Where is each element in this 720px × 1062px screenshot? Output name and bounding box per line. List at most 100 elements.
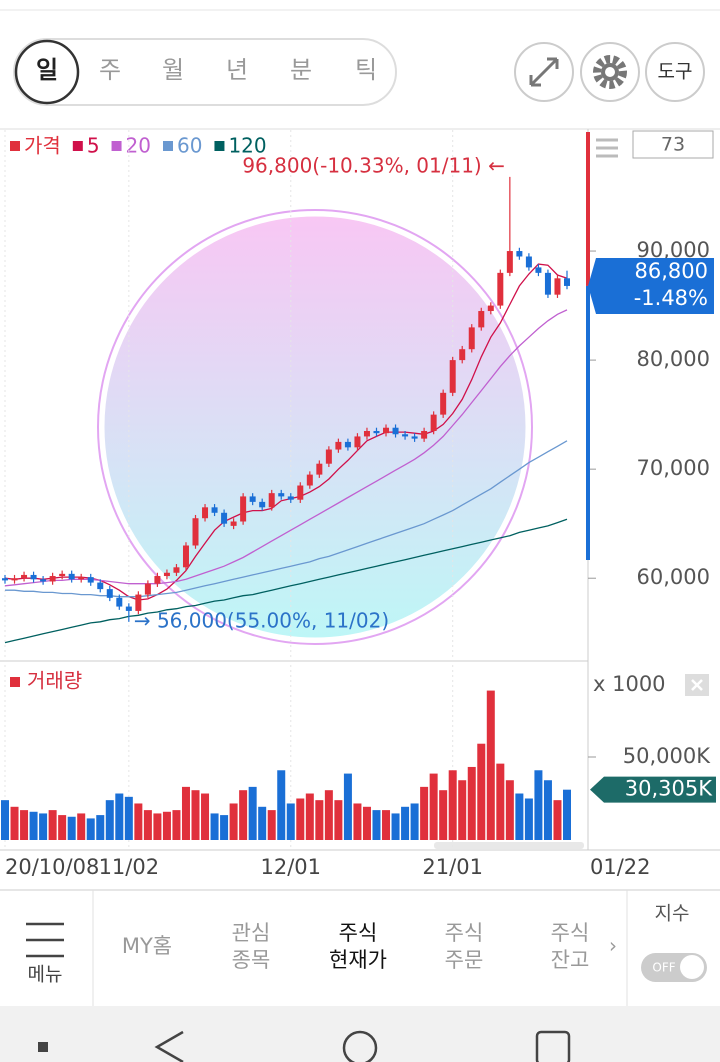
badge-label: 73 <box>661 134 685 156</box>
nav-item[interactable]: 관심 <box>232 921 271 945</box>
volume-bar <box>362 806 371 840</box>
candle-body <box>287 496 294 500</box>
candle-body <box>135 594 142 611</box>
moving-average <box>5 440 568 598</box>
volume-bar <box>334 800 343 840</box>
volume-bar <box>58 815 67 840</box>
volume-bar <box>48 810 57 840</box>
candle-body <box>221 512 228 524</box>
volume-bar <box>515 793 524 840</box>
y-tick-label: 70,000 <box>637 456 710 480</box>
candle-body <box>354 436 361 448</box>
moving-average <box>4 518 568 644</box>
nav-item[interactable]: 주식 <box>445 921 484 945</box>
back-key[interactable] <box>154 1030 184 1062</box>
candle-body <box>211 507 218 513</box>
period-tab[interactable]: 틱 <box>355 56 377 84</box>
gear-icon <box>593 55 627 89</box>
volume-bar <box>124 796 133 840</box>
candle-body <box>440 392 447 415</box>
nav-item[interactable]: 주식 <box>551 921 590 945</box>
volume-bar <box>10 806 19 840</box>
system-nav <box>0 1006 720 1062</box>
candle-body <box>30 574 37 580</box>
volume-bar <box>67 816 76 840</box>
volume-bar <box>134 803 143 840</box>
current-price-box <box>588 257 714 314</box>
candle-body <box>402 434 409 437</box>
candle-body <box>192 518 199 546</box>
nav-item: 종목 <box>232 948 271 972</box>
current-change: -1.48% <box>634 286 708 310</box>
candle-body <box>40 579 47 582</box>
legend-label: 120 <box>228 134 266 158</box>
nav-item: 주문 <box>445 948 484 972</box>
volume-bar <box>210 813 219 840</box>
legend-label: 5 <box>87 134 100 158</box>
volume-bar <box>86 818 95 840</box>
candle-body <box>516 251 523 257</box>
volume-bar <box>315 800 324 840</box>
volume-bar <box>29 811 38 840</box>
volume-bar <box>467 766 476 840</box>
candle-body <box>202 507 209 519</box>
nav-item: 잔고 <box>551 948 590 972</box>
nav-item: 현재가 <box>329 948 387 972</box>
candle-body <box>459 349 466 361</box>
volume-bar <box>543 780 552 840</box>
tool-label: 도구 <box>658 61 693 83</box>
apps-key[interactable] <box>535 1030 571 1062</box>
volume-bar <box>534 770 543 840</box>
candle-body <box>487 305 494 312</box>
candle-body <box>116 597 123 607</box>
x-tick-label: 11/02 <box>99 855 160 879</box>
legend-swatch <box>111 141 122 151</box>
menu-label: 메뉴 <box>28 964 63 986</box>
volume-bar <box>401 806 410 840</box>
gear-icon <box>605 67 615 77</box>
period-tab[interactable]: 분 <box>290 56 312 84</box>
volume-bar <box>143 810 152 840</box>
nav-arrow[interactable]: › <box>609 934 617 958</box>
tool-button[interactable] <box>645 42 705 102</box>
volume-bar <box>553 800 562 840</box>
period-tab[interactable]: 년 <box>226 56 248 84</box>
menu-icon[interactable] <box>26 922 64 958</box>
period-tab[interactable]: 일 <box>36 56 58 84</box>
volume-bar <box>496 763 505 840</box>
volume-bar <box>524 798 533 840</box>
menu-icon <box>596 138 618 158</box>
badge <box>632 130 714 159</box>
legend-label: 60 <box>177 134 202 158</box>
volume-bar <box>220 815 229 840</box>
x-tick-label: 20/10/08 <box>5 855 99 879</box>
tab-selected <box>14 39 80 105</box>
candle-body <box>525 256 532 268</box>
volume-bar <box>448 770 457 840</box>
candle-body <box>383 427 390 434</box>
candle-body <box>49 576 56 582</box>
volume-bar <box>439 790 448 840</box>
candle-body <box>316 463 323 475</box>
period-tab[interactable]: 월 <box>162 56 184 84</box>
volume-bar <box>96 815 105 840</box>
candle-body <box>430 414 437 431</box>
volume-bar <box>296 798 305 840</box>
candle-body <box>97 582 104 590</box>
home-key[interactable] <box>342 1030 378 1062</box>
nav-item[interactable]: MY홈 <box>122 934 172 958</box>
volume-bar <box>372 810 381 840</box>
volume-bar <box>477 743 486 840</box>
candle-body <box>497 272 504 306</box>
axis-bar-up <box>586 132 590 286</box>
scrollbar <box>434 842 584 849</box>
candle-body <box>144 583 151 595</box>
candle-body <box>173 567 180 573</box>
recent-key[interactable] <box>38 1042 48 1052</box>
period-tab[interactable]: 주 <box>99 56 121 84</box>
nav-item[interactable]: 주식 <box>339 921 378 945</box>
volume-bar <box>239 790 248 840</box>
volume-bar <box>277 770 286 840</box>
volume-bar <box>248 786 257 840</box>
